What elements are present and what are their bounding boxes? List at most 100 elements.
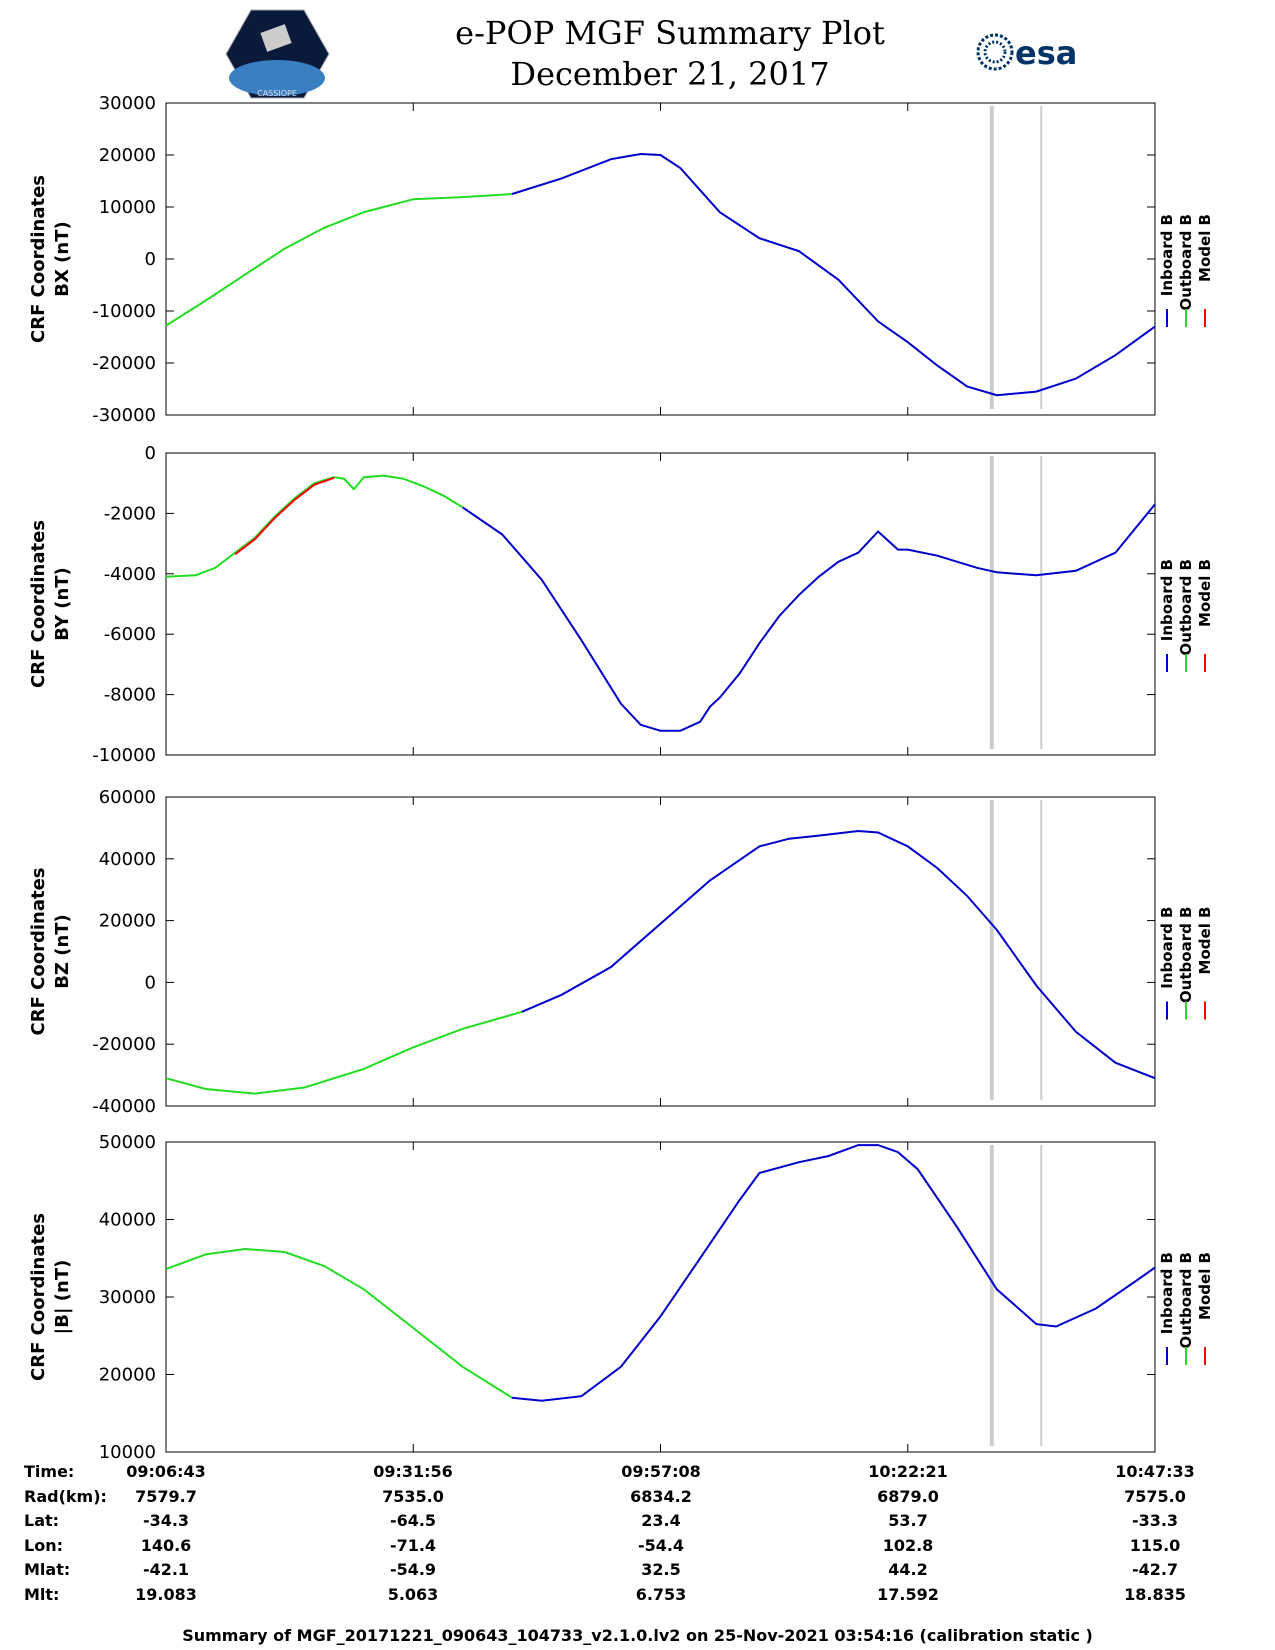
series-line <box>511 152 1156 397</box>
series-line <box>165 193 513 327</box>
legend-label: Inboard B <box>1158 907 1176 989</box>
info-row: Mlt: 19.083 5.063 6.753 17.592 18.835 <box>0 1585 1275 1609</box>
y-axis-label: |B| (nT) <box>52 1260 73 1335</box>
y-tick-label: 60000 <box>99 787 156 808</box>
y-tick-label: -20000 <box>92 1034 156 1055</box>
y-tick-label: 10000 <box>99 197 156 218</box>
info-value: -42.7 <box>1131 1560 1179 1579</box>
info-value: -64.5 <box>389 1511 437 1530</box>
series-line <box>462 503 1156 732</box>
info-label: Mlt: <box>24 1584 60 1604</box>
chart-panel-3: 60000 40000 20000 0 -20000 -40000 CRF Coordina… <box>28 787 1214 1117</box>
info-row: Rad(km): 7579.7 7535.0 6834.2 6879.0 7575.0 <box>0 1487 1275 1511</box>
chart-panel-1: 30000 20000 10000 0 -10000 -20000 -30000 CRF Co… <box>28 93 1214 426</box>
plot-frame <box>165 796 1156 1107</box>
info-value: -34.3 <box>142 1511 190 1530</box>
info-value: 23.4 <box>641 1511 681 1530</box>
info-value: 09:31:56 <box>373 1462 453 1481</box>
info-value: 140.6 <box>140 1535 192 1555</box>
y-tick-label: 0 <box>145 972 156 993</box>
y-tick-label: 20000 <box>99 145 156 166</box>
y-axis-label: CRF Coordinates <box>28 175 49 343</box>
info-value: 32.5 <box>641 1560 681 1579</box>
info-value: 09:06:43 <box>126 1462 206 1481</box>
esa-logo: esa <box>976 33 1077 72</box>
info-value: -71.4 <box>389 1535 437 1555</box>
y-tick-label: -2000 <box>104 503 156 524</box>
logo-left-text: CASSIOPE <box>257 89 297 98</box>
info-value: 18.835 <box>1124 1584 1186 1604</box>
series-line <box>165 1010 523 1095</box>
info-value: 115.0 <box>1129 1535 1181 1555</box>
y-tick-label: -30000 <box>92 405 156 426</box>
series-line <box>511 1144 1156 1402</box>
info-value: 6.753 <box>635 1584 687 1604</box>
y-tick-label: -20000 <box>92 353 156 374</box>
legend-label: Inboard B <box>1158 559 1176 641</box>
info-value: 7535.0 <box>382 1486 444 1506</box>
legend-label: Inboard B <box>1158 1252 1176 1334</box>
info-value: 5.063 <box>387 1584 439 1604</box>
y-tick-label: -10000 <box>92 745 156 766</box>
y-tick-label: 0 <box>145 249 156 270</box>
y-tick-label: 40000 <box>99 1210 156 1231</box>
info-row: Time: 09:06:43 09:31:56 09:57:08 10:22:21 10:… <box>0 1462 1275 1486</box>
info-value: 7575.0 <box>1124 1486 1186 1506</box>
info-value: 44.2 <box>888 1560 928 1579</box>
orbit-info-table: Time: 09:06:43 09:31:56 09:57:08 10:22:21 10:… <box>0 1462 1275 1612</box>
info-label: Rad(km): <box>24 1486 107 1506</box>
series-line <box>165 474 464 578</box>
y-tick-label: -4000 <box>104 564 156 585</box>
info-label: Lon: <box>24 1535 63 1555</box>
info-row: Mlat: -42.1 -54.9 32.5 44.2 -42.7 <box>0 1560 1275 1584</box>
legend-label: Outboard B <box>1177 907 1195 1004</box>
info-row: Lat: -34.3 -64.5 23.4 53.7 -33.3 <box>0 1511 1275 1535</box>
cassiope-logo: CASSIOPE <box>225 9 330 99</box>
info-value: 6879.0 <box>877 1486 939 1506</box>
plot-frame <box>165 102 1156 416</box>
plot-frame <box>165 452 1156 756</box>
y-axis-label: BY (nT) <box>52 567 73 641</box>
legend-label: Outboard B <box>1177 559 1195 656</box>
info-value: 09:57:08 <box>621 1462 701 1481</box>
info-value: 6834.2 <box>630 1486 692 1506</box>
legend-label: Inboard B <box>1158 214 1176 296</box>
info-value: 53.7 <box>888 1511 928 1530</box>
y-tick-label: -10000 <box>92 301 156 322</box>
y-tick-label: -40000 <box>92 1096 156 1117</box>
info-value: 10:47:33 <box>1115 1462 1195 1481</box>
y-tick-label: 20000 <box>99 1365 156 1386</box>
y-axis-label: CRF Coordinates <box>28 1213 49 1381</box>
info-label: Lat: <box>24 1511 60 1530</box>
info-row: Lon: 140.6 -71.4 -54.4 102.8 115.0 <box>0 1536 1275 1560</box>
page-subtitle: December 21, 2017 <box>510 55 830 93</box>
y-tick-label: -8000 <box>104 685 156 706</box>
info-value: 10:22:21 <box>868 1462 948 1481</box>
legend-label: Model B <box>1196 214 1214 282</box>
legend-label: Outboard B <box>1177 214 1195 311</box>
info-label: Mlat: <box>24 1560 71 1579</box>
info-value: 19.083 <box>135 1584 197 1604</box>
y-tick-label: 40000 <box>99 849 156 870</box>
y-axis-label: CRF Coordinates <box>28 868 49 1036</box>
info-value: -33.3 <box>1131 1511 1179 1530</box>
logo-right-text: esa <box>1015 34 1077 72</box>
chart-panel-2: 0 -2000 -4000 -6000 -8000 -10000 CRF Coordinat… <box>28 443 1214 766</box>
info-value: -54.4 <box>637 1535 685 1555</box>
info-value: 102.8 <box>882 1535 934 1555</box>
info-value: -42.1 <box>142 1560 190 1579</box>
y-axis-label: BZ (nT) <box>52 914 73 989</box>
series-line <box>521 829 1156 1080</box>
y-tick-label: 0 <box>145 443 156 464</box>
legend-label: Model B <box>1196 1252 1214 1320</box>
y-tick-label: 20000 <box>99 911 156 932</box>
series-line <box>234 476 335 555</box>
legend-label: Outboard B <box>1177 1252 1195 1349</box>
info-value: 7579.7 <box>135 1486 197 1506</box>
y-tick-label: 30000 <box>99 1287 156 1308</box>
y-tick-label: 10000 <box>99 1442 156 1463</box>
info-label: Time: <box>24 1462 75 1481</box>
legend-label: Model B <box>1196 907 1214 975</box>
y-tick-label: 30000 <box>99 93 156 114</box>
